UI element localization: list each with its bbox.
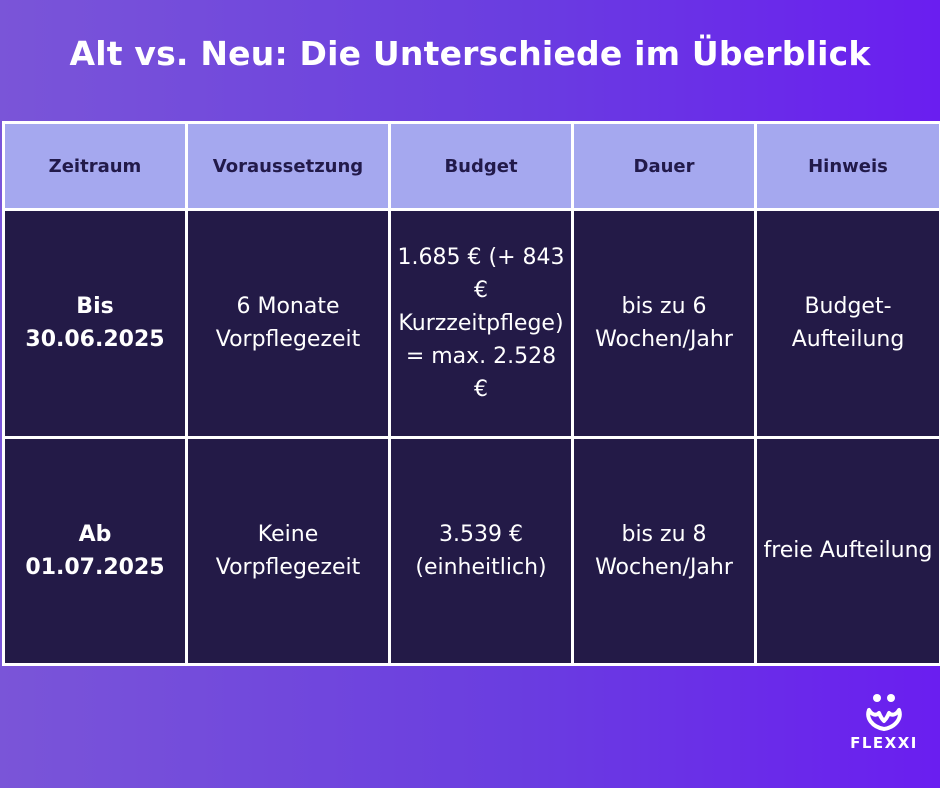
brand-logo: FLEXXI (849, 692, 919, 752)
cell-period: Ab 01.07.2025 (2, 435, 188, 666)
cell-duration: bis zu 8 Wochen/Jahr (571, 435, 757, 666)
cell-requirement: Keine Vorpflegezeit (185, 435, 391, 666)
flexxi-heart-logo-icon (866, 694, 902, 731)
column-header-dauer: Dauer (571, 121, 757, 211)
table-row: Bis 30.06.2025 6 Monate Vorpflegezeit 1.… (2, 208, 940, 439)
cell-note: Budget-Aufteilung (754, 208, 940, 439)
column-header-budget: Budget (388, 121, 574, 211)
cell-period: Bis 30.06.2025 (2, 208, 188, 439)
comparison-table: Zeitraum Voraussetzung Budget Dauer Hinw… (2, 121, 940, 666)
table-row: Ab 01.07.2025 Keine Vorpflegezeit 3.539 … (2, 435, 940, 666)
table-header-row: Zeitraum Voraussetzung Budget Dauer Hinw… (2, 121, 940, 211)
column-header-voraussetzung: Voraussetzung (185, 121, 391, 211)
cell-duration: bis zu 6 Wochen/Jahr (571, 208, 757, 439)
column-header-hinweis: Hinweis (754, 121, 940, 211)
column-header-zeitraum: Zeitraum (2, 121, 188, 211)
cell-budget: 1.685 € (+ 843 € Kurzzeitpflege) = max. … (388, 208, 574, 439)
cell-budget: 3.539 € (einheitlich) (388, 435, 574, 666)
cell-note: freie Aufteilung (754, 435, 940, 666)
brand-name: FLEXXI (850, 734, 918, 752)
page-title: Alt vs. Neu: Die Unterschiede im Überbli… (69, 34, 871, 73)
cell-requirement: 6 Monate Vorpflegezeit (185, 208, 391, 439)
